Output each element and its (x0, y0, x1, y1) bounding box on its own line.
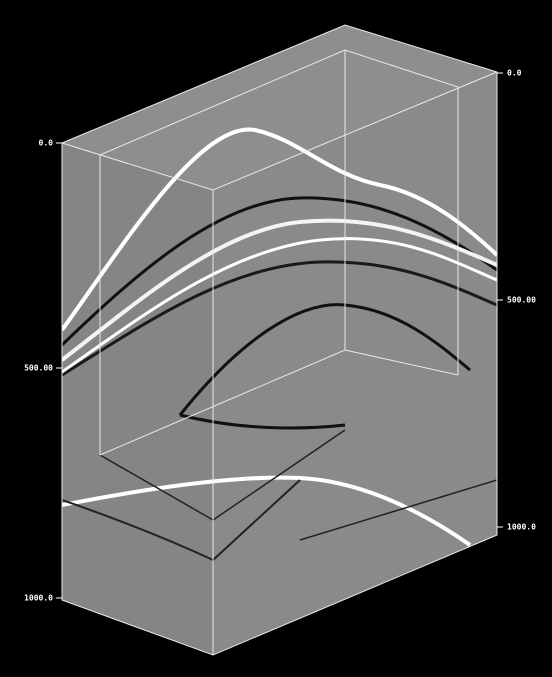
tick-label: 500.00 (24, 364, 53, 373)
tick-label: 1000.0 (24, 594, 53, 603)
left-axis: 0.0 500.00 1000.0 (24, 139, 62, 603)
inner-bottom-edge (99, 349, 459, 456)
top-face (62, 25, 497, 190)
tick-label: 1000.0 (507, 523, 536, 532)
tick-label: 0.0 (507, 69, 522, 78)
cube-edges (61, 24, 498, 656)
right-face (213, 72, 497, 655)
tick-label: 0.0 (39, 139, 54, 148)
left-face (62, 143, 213, 655)
tick-label: 500.00 (507, 296, 536, 305)
outer-edge (61, 24, 498, 656)
right-axis: 0.0 500.00 1000.0 (497, 69, 536, 532)
